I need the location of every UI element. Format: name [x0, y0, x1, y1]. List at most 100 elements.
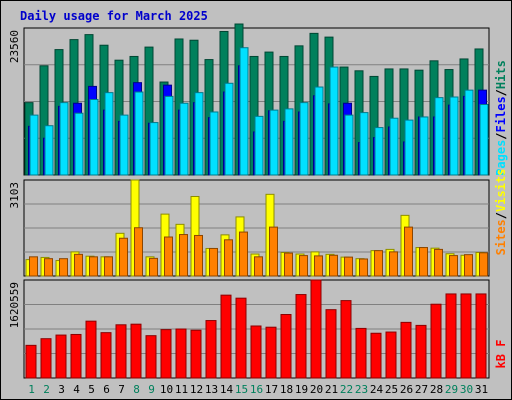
legend-visits: Visits — [494, 169, 508, 212]
kbytes-bar — [385, 331, 397, 379]
pages-bar — [434, 97, 444, 176]
day-label: 3 — [58, 383, 65, 396]
legend-sep: / — [494, 212, 508, 219]
sites-bar — [224, 239, 233, 277]
sites-bar — [209, 247, 218, 277]
pages-bar — [329, 66, 339, 176]
kbytes-bar — [475, 293, 487, 379]
day-label: 9 — [148, 383, 155, 396]
day-label: 13 — [205, 383, 218, 396]
day-label: 6 — [103, 383, 110, 396]
chart-title: Daily usage for March 2025 — [20, 9, 208, 23]
mid-ymax-label: 3103 — [8, 182, 21, 209]
sites-bar — [284, 252, 293, 277]
kbytes-bar — [325, 309, 337, 379]
kbytes-bar — [175, 328, 187, 379]
kbytes-bar — [25, 344, 37, 379]
sites-bar — [269, 226, 278, 277]
sites-bar — [119, 237, 128, 277]
sites-bar — [314, 255, 323, 277]
pages-bar — [359, 112, 369, 176]
kbytes-bar — [85, 320, 97, 379]
day-label: 29 — [445, 383, 458, 396]
pages-bar — [89, 99, 99, 176]
pages-bar — [299, 102, 309, 176]
kbytes-bar — [340, 300, 352, 379]
pages-bar — [29, 114, 39, 176]
top-ymax-label: 23560 — [8, 30, 21, 63]
sites-bar — [389, 251, 398, 277]
kbytes-bar — [70, 333, 82, 379]
sites-bar — [44, 258, 53, 277]
pages-bar — [254, 115, 264, 176]
pages-bar — [284, 108, 294, 176]
sites-bar — [239, 231, 248, 277]
kbytes-bar — [415, 324, 427, 379]
kbytes-bar — [235, 297, 247, 379]
pages-bar — [164, 95, 174, 176]
sites-bar — [359, 258, 368, 277]
day-label: 19 — [295, 383, 308, 396]
sites-bar — [404, 226, 413, 277]
day-axis: 1 2 3 4 5 6 7 8 9 10 11 12 13 14 15 16 17 18 19 20 21 22 23 24 2… — [28, 383, 488, 396]
sites-bar — [149, 257, 158, 277]
day-label: 23 — [355, 383, 368, 396]
legend-top: Pages/Files/Hits — [494, 60, 508, 176]
kbytes-bar — [190, 329, 202, 379]
day-label: 25 — [385, 383, 398, 396]
sites-bar — [329, 254, 338, 277]
kbytes-bar — [40, 338, 52, 379]
pages-bar — [194, 92, 204, 176]
kbytes-bar — [445, 293, 457, 379]
sites-bar — [74, 253, 83, 277]
bottom-ymax-label: 1620559 — [8, 282, 21, 328]
pages-bar — [59, 102, 69, 176]
kbytes-bar — [265, 326, 277, 379]
sites-bar — [134, 227, 143, 277]
sites-bar — [419, 247, 428, 277]
sites-bar — [194, 234, 203, 277]
legend-pages: Pages — [494, 140, 508, 176]
legend-kbytes: kB F — [494, 340, 508, 369]
day-label: 16 — [250, 383, 263, 396]
sites-bar — [434, 248, 443, 277]
sites-bar — [29, 256, 38, 277]
sites-bar — [479, 252, 488, 277]
pages-bar — [44, 125, 54, 176]
sites-bar — [374, 250, 383, 277]
legend-hits: Hits — [494, 60, 508, 89]
legend-mid: Sites/Visits — [494, 169, 508, 256]
day-label: 21 — [325, 383, 338, 396]
pages-bar — [449, 96, 459, 176]
pages-bar — [74, 112, 84, 176]
kbytes-bar — [100, 332, 112, 379]
day-label: 2 — [43, 383, 50, 396]
sites-bar — [449, 255, 458, 277]
pages-bar — [149, 122, 159, 176]
kbytes-bar — [160, 329, 172, 379]
pages-bar — [104, 92, 114, 176]
day-label: 11 — [175, 383, 188, 396]
day-label: 4 — [73, 383, 80, 396]
pages-bar — [209, 111, 219, 176]
kbytes-bar — [400, 321, 412, 379]
pages-bar — [404, 119, 414, 176]
day-label: 28 — [430, 383, 443, 396]
sites-bar — [254, 256, 263, 277]
day-label: 18 — [280, 383, 293, 396]
pages-bar — [119, 114, 129, 176]
panel-kbytes: 1620559 — [8, 279, 490, 379]
day-label: 17 — [265, 383, 278, 396]
day-label: 7 — [118, 383, 125, 396]
day-label: 30 — [460, 383, 473, 396]
kbytes-bar — [55, 334, 67, 379]
day-label: 31 — [475, 383, 488, 396]
day-label: 5 — [88, 383, 95, 396]
pages-bar — [314, 86, 324, 176]
panel-hits-files-pages: 23560 — [8, 23, 490, 176]
legend-sites: Sites — [494, 219, 508, 255]
sites-bar — [104, 256, 113, 277]
kbytes-bar — [280, 314, 292, 379]
kbytes-bar — [145, 335, 157, 379]
day-label: 27 — [415, 383, 428, 396]
